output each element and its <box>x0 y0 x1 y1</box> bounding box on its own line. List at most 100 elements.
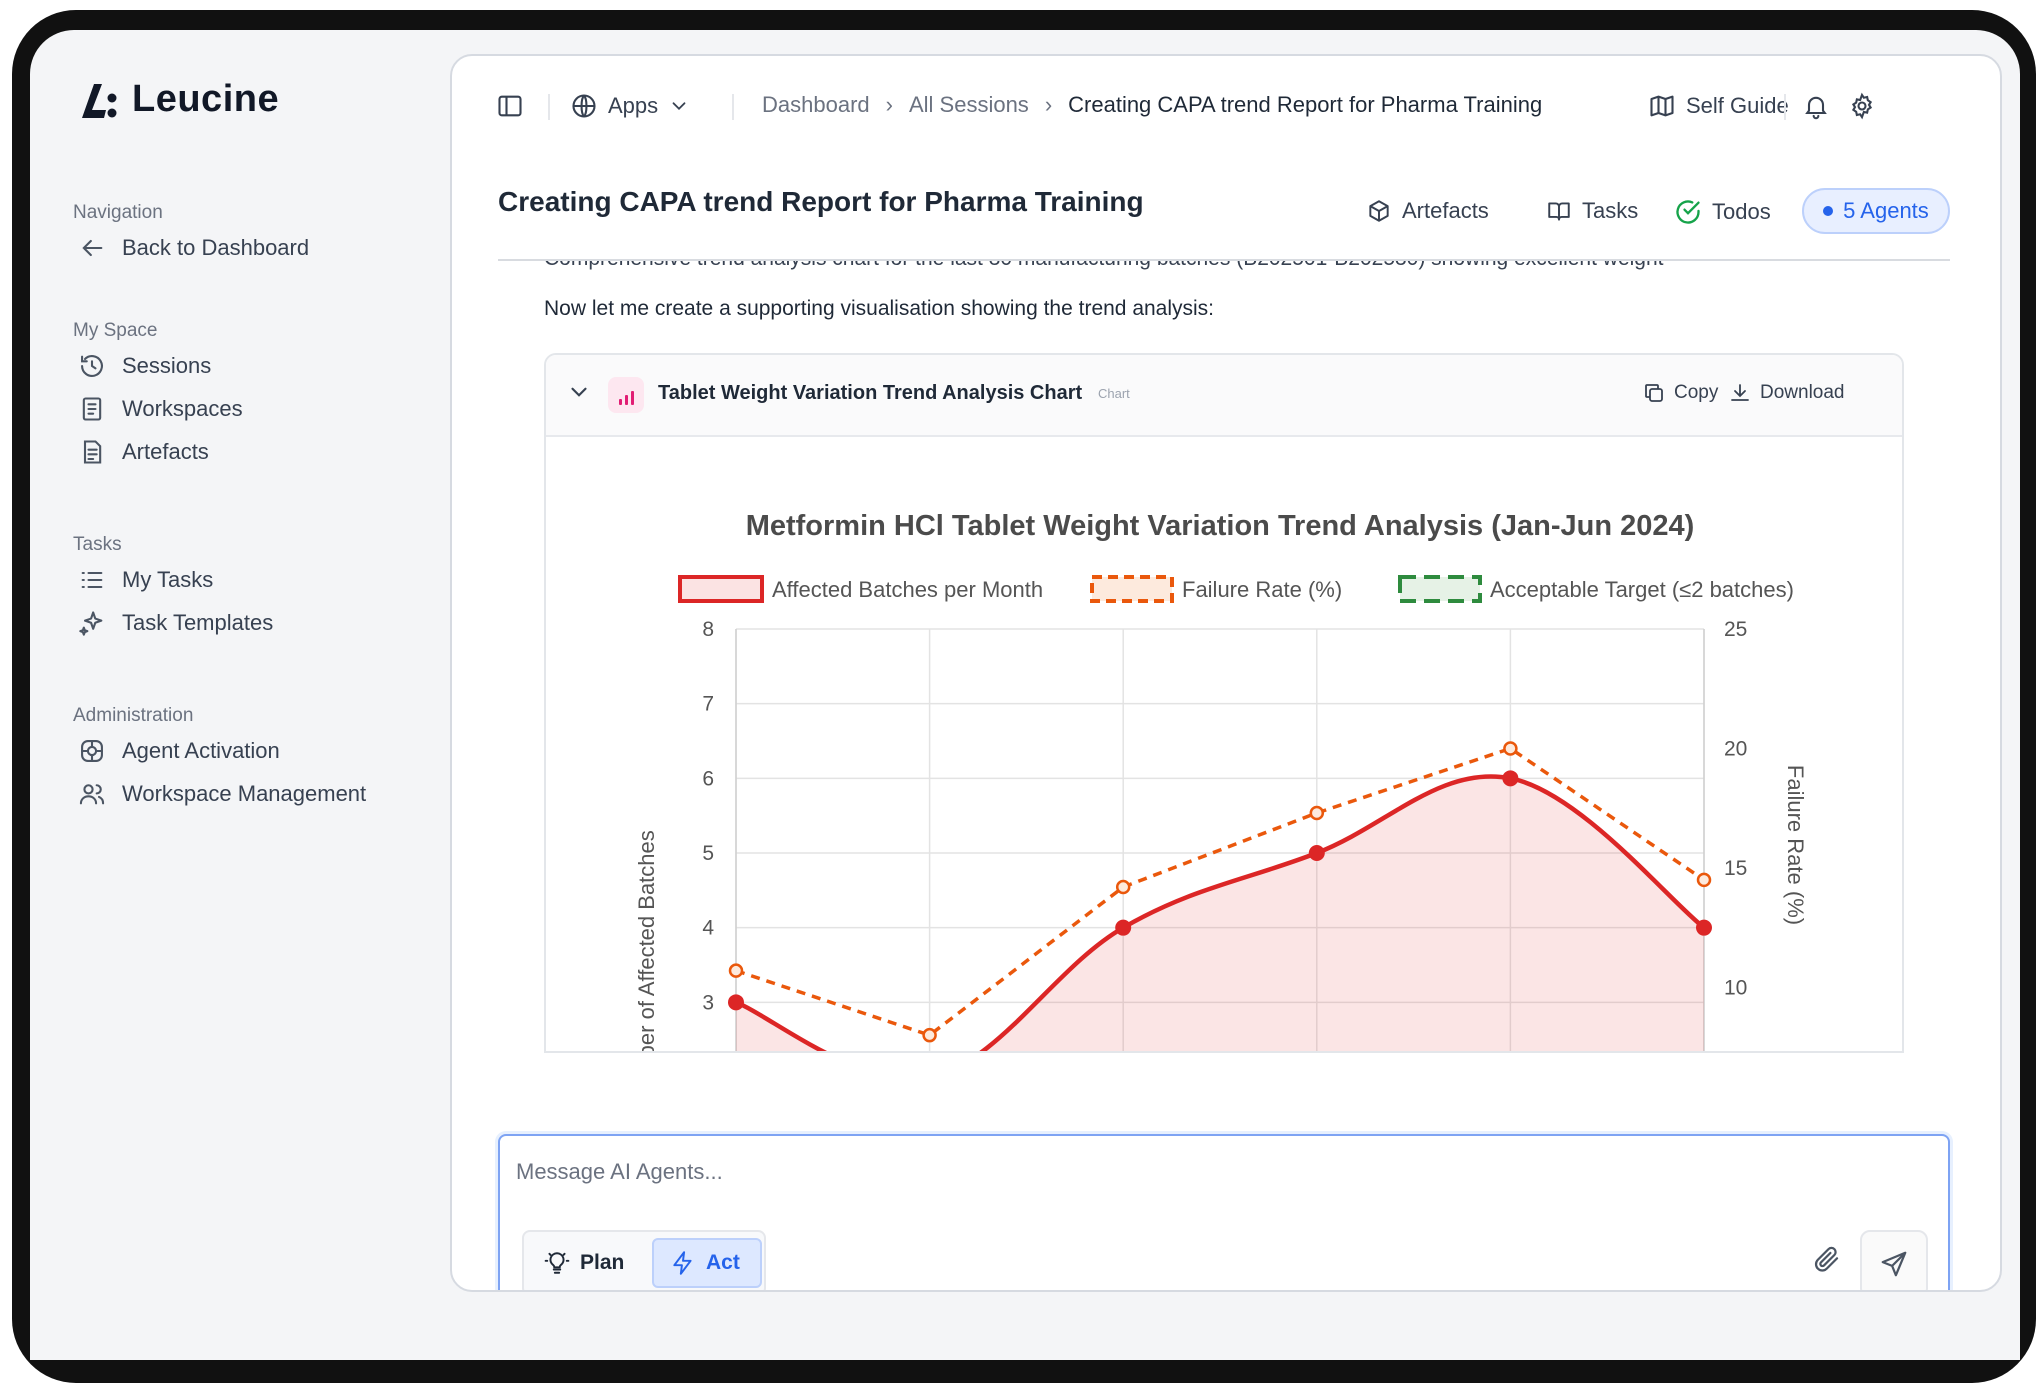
breadcrumb: Dashboard › All Sessions › Creating CAPA… <box>762 92 1542 118</box>
legend-swatch <box>1398 575 1482 603</box>
data-point-affected-batches <box>1502 770 1519 787</box>
breadcrumb-dashboard[interactable]: Dashboard <box>762 92 870 117</box>
series-line-affected-batches <box>735 774 1706 1051</box>
leucine-logo-icon <box>82 83 117 118</box>
topbar-divider <box>548 94 550 120</box>
settings-button[interactable] <box>1848 92 1876 120</box>
message-text: Comprehensive trend analysis chart for t… <box>544 261 1663 271</box>
sidebar-item-back-to-dashboard[interactable]: Back to Dashboard <box>78 234 309 262</box>
sidebar-panel-icon <box>498 95 522 117</box>
y-axis-label: Number of Affected Batches <box>634 830 659 1053</box>
apps-label: Apps <box>608 93 659 118</box>
plan-mode-button[interactable]: Plan <box>528 1238 640 1288</box>
chart-card-title: Tablet Weight Variation Trend Analysis C… <box>658 382 1083 404</box>
data-point-failure-rate <box>1503 741 1518 756</box>
session-title: Creating CAPA trend Report for Pharma Tr… <box>498 186 1144 217</box>
chart-card-kind: Chart <box>1098 386 1130 401</box>
data-point-affected-batches <box>1696 919 1712 936</box>
sidebar-item-label: My Tasks <box>122 567 214 592</box>
sidebar-item-workspace-management[interactable]: Workspace Management <box>78 780 366 808</box>
data-point-failure-rate <box>728 963 744 978</box>
chart-artifact-card: Tablet Weight Variation Trend Analysis C… <box>544 353 1904 1053</box>
section-title-administration: Administration <box>73 705 194 726</box>
y-tick-label: 3 <box>702 991 714 1014</box>
section-title-navigation: Navigation <box>73 202 163 223</box>
lightbulb-icon <box>544 1252 570 1274</box>
y-tick-label: 8 <box>702 618 714 641</box>
y2-tick-label: 20 <box>1724 737 1747 760</box>
data-point-affected-batches <box>728 994 744 1011</box>
agents-button[interactable]: 5 Agents <box>1802 188 1950 234</box>
y2-tick-label: 25 <box>1724 618 1747 641</box>
apps-dropdown[interactable]: Apps <box>570 92 690 120</box>
cube-icon <box>1369 200 1389 222</box>
check-circle-icon <box>1676 200 1700 224</box>
map-icon <box>1650 95 1674 117</box>
download-icon <box>1731 384 1749 401</box>
conversation-area[interactable]: Comprehensive trend analysis chart for t… <box>452 261 2000 1081</box>
todos-label: Todos <box>1712 199 1771 224</box>
artefacts-button[interactable]: Artefacts <box>1366 198 1489 224</box>
plan-label: Plan <box>580 1251 625 1274</box>
series-line-failure-rate <box>735 746 1705 1038</box>
gear-icon <box>1851 92 1873 120</box>
download-button[interactable]: Download <box>1728 381 1845 405</box>
message-input[interactable] <box>516 1152 1716 1192</box>
sidebar-item-task-templates[interactable]: Task Templates <box>78 609 273 637</box>
agents-label: 5 Agents <box>1843 198 1929 223</box>
sidebar-item-label: Workspaces <box>122 396 243 421</box>
y-tick-label: 7 <box>702 693 714 716</box>
chevron-right-icon: › <box>1044 92 1053 117</box>
self-guide-button[interactable]: Self Guide <box>1648 92 1789 120</box>
chevron-down-icon[interactable] <box>566 379 592 405</box>
act-label: Act <box>706 1251 740 1274</box>
trend-chart: Metformin HCl Tablet Weight Variation Tr… <box>634 510 1808 1053</box>
sidebar-item-sessions[interactable]: Sessions <box>78 352 211 380</box>
sidebar-item-artefacts[interactable]: Artefacts <box>78 438 209 466</box>
message-composer: Plan Act <box>498 1134 1950 1290</box>
app-screen: Leucine Navigation Back to Dashboard My … <box>30 30 2020 1360</box>
attach-button[interactable] <box>1812 1244 1842 1279</box>
y2-tick-label: 15 <box>1724 857 1747 880</box>
send-button[interactable] <box>1860 1230 1928 1290</box>
title-divider <box>498 259 1950 261</box>
file-text-icon <box>83 440 102 464</box>
chart-title: Metformin HCl Tablet Weight Variation Tr… <box>746 510 1695 542</box>
sidebar-item-label: Sessions <box>122 353 212 378</box>
status-dot <box>1823 206 1834 216</box>
arrow-left-icon <box>82 239 103 257</box>
y-tick-label: 5 <box>702 842 714 865</box>
legend-swatch <box>678 575 764 603</box>
sidebar-item-label: Task Templates <box>122 610 274 635</box>
device-frame: Leucine Navigation Back to Dashboard My … <box>12 10 2036 1383</box>
artefacts-label: Artefacts <box>1402 198 1489 223</box>
tasks-button[interactable]: Tasks <box>1546 198 1638 224</box>
todos-button[interactable]: Todos <box>1674 198 1771 226</box>
section-title-tasks: Tasks <box>73 534 122 555</box>
mode-toggle: Plan Act <box>522 1230 766 1290</box>
sidebar-item-workspaces[interactable]: Workspaces <box>78 395 243 423</box>
topbar-divider <box>1784 94 1786 120</box>
sidebar-item-my-tasks[interactable]: My Tasks <box>78 566 213 594</box>
notebook-icon <box>82 397 102 421</box>
section-title-my-space: My Space <box>73 320 158 341</box>
breadcrumb-current: Creating CAPA trend Report for Pharma Tr… <box>1068 92 1543 117</box>
sidebar-toggle-button[interactable] <box>496 92 524 120</box>
chevron-right-icon: › <box>885 92 893 117</box>
copy-icon <box>1645 384 1663 402</box>
chevron-down-icon <box>672 102 686 111</box>
globe-icon <box>572 94 596 118</box>
tasks-label: Tasks <box>1582 198 1639 223</box>
act-mode-button[interactable]: Act <box>652 1238 762 1288</box>
notifications-button[interactable] <box>1802 92 1830 120</box>
copy-button[interactable]: Copy <box>1642 381 1718 405</box>
y-tick-label: 6 <box>702 767 714 790</box>
y-tick-label: 4 <box>702 917 714 940</box>
sidebar-item-label: Workspace Management <box>122 781 367 806</box>
send-icon <box>1881 1251 1907 1277</box>
sidebar-item-agent-activation[interactable]: Agent Activation <box>78 737 280 765</box>
data-point-failure-rate <box>1309 805 1325 821</box>
breadcrumb-all-sessions[interactable]: All Sessions <box>908 92 1029 117</box>
history-icon <box>81 355 103 377</box>
brand-logo[interactable]: Leucine <box>78 78 279 121</box>
